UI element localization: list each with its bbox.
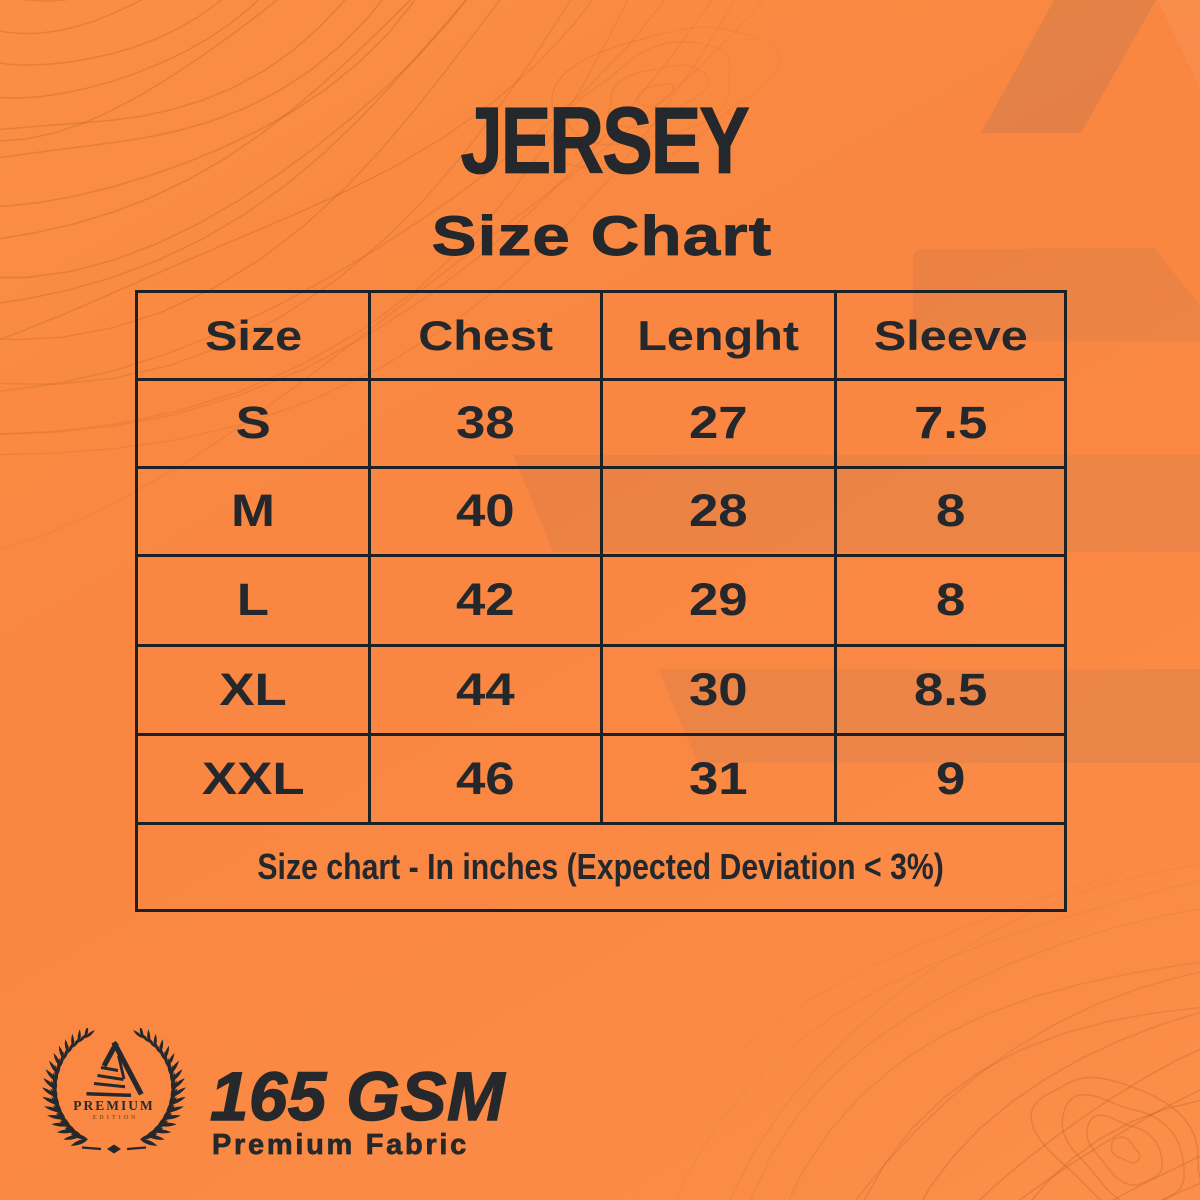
svg-text:EDITION: EDITION	[93, 1115, 139, 1121]
svg-text:PREMIUM: PREMIUM	[73, 1098, 155, 1113]
